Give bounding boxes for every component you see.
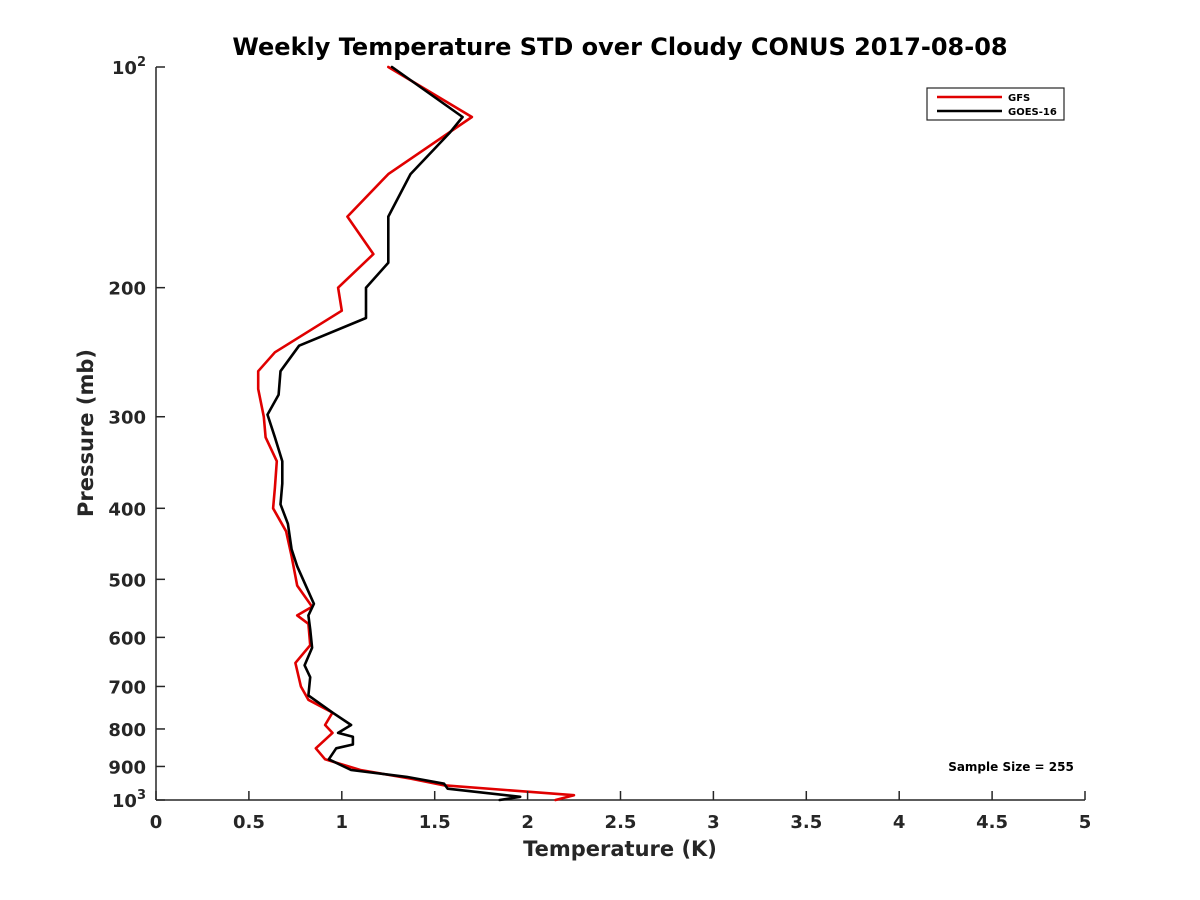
y-tick-label: 700 — [108, 677, 146, 698]
y-tick-label: 200 — [108, 279, 146, 300]
y-axis-ticks: 102 200 300 400 500 600 700 800 900 103 — [108, 55, 165, 812]
x-axis-label: Temperature (K) — [523, 837, 717, 861]
legend-label-gfs: GFS — [1008, 93, 1030, 104]
x-tick-label: 4.5 — [976, 812, 1008, 833]
y-tick-label: 300 — [108, 408, 146, 429]
y-tick-label: 102 — [112, 55, 146, 79]
plot-area: 0 0.5 1 1.5 2 2.5 3 3.5 4 4.5 5 102 200 300 400 500 600… — [108, 55, 1091, 833]
x-tick-label: 4 — [893, 812, 906, 833]
series-line-gfs — [256, 65, 576, 802]
sample-size-annotation: Sample Size = 255 — [948, 760, 1074, 774]
x-tick-label: 2.5 — [605, 812, 637, 833]
x-tick-label: 1.5 — [419, 812, 451, 833]
x-tick-label: 0.5 — [233, 812, 265, 833]
y-tick-label: 900 — [108, 757, 146, 778]
legend-label-goes16: GOES-16 — [1008, 107, 1057, 118]
x-axis-ticks: 0 0.5 1 1.5 2 2.5 3 3.5 4 4.5 5 — [150, 791, 1092, 833]
y-tick-label: 800 — [108, 720, 146, 741]
y-axis-label: Pressure (mb) — [74, 349, 98, 517]
x-tick-label: 3.5 — [790, 812, 822, 833]
series-layer — [256, 65, 576, 802]
x-tick-label: 0 — [150, 812, 163, 833]
x-tick-label: 3 — [707, 812, 720, 833]
y-tick-label: 103 — [112, 788, 146, 812]
x-tick-label: 1 — [336, 812, 349, 833]
y-tick-label: 500 — [108, 570, 146, 591]
legend: GFS GOES-16 — [926, 87, 1065, 121]
y-tick-label: 400 — [108, 499, 146, 520]
x-tick-label: 5 — [1079, 812, 1092, 833]
y-tick-label: 600 — [108, 628, 146, 649]
series-line-goes16 — [266, 65, 522, 802]
x-tick-label: 2 — [521, 812, 534, 833]
legend-box — [926, 87, 1065, 121]
chart-title: Weekly Temperature STD over Cloudy CONUS… — [232, 33, 1007, 61]
